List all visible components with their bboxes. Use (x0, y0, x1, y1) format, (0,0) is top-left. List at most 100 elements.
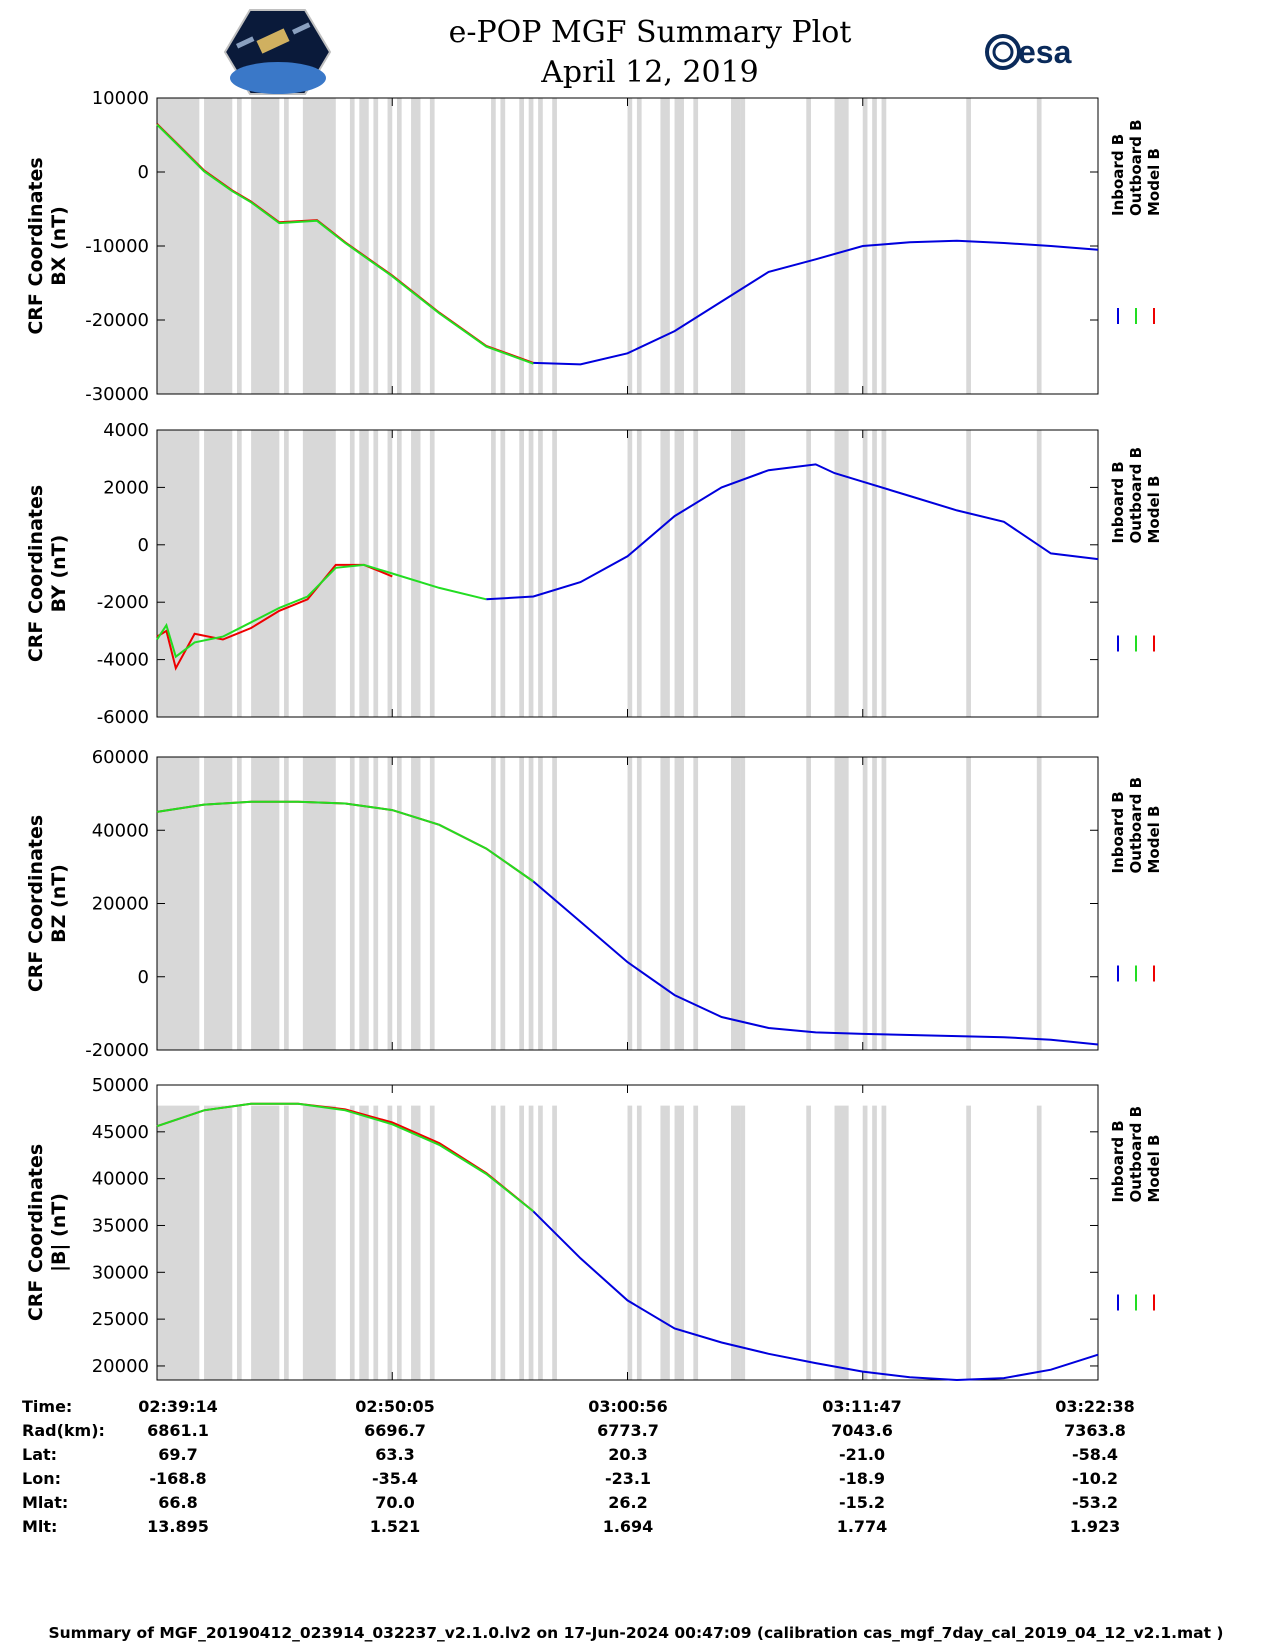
y-axis-unit-label: BZ (nT) (48, 864, 70, 943)
table-row-label: Mlat: (22, 1493, 68, 1512)
table-cell: -18.9 (839, 1469, 885, 1488)
gap-band (373, 430, 379, 717)
y-axis-label: CRF Coordinates (25, 157, 47, 334)
y-tick-label: 25000 (92, 1309, 149, 1330)
gap-band (284, 1105, 289, 1380)
y-tick-label: 40000 (92, 820, 149, 841)
gap-band (236, 1105, 242, 1380)
gap-band (251, 430, 280, 717)
gap-band (528, 1105, 534, 1380)
gap-band (349, 1105, 355, 1380)
panel-absbabs: 50000 45000 40000 35000 30000 25000 20000 CRF C… (25, 1075, 1163, 1382)
gap-band (627, 98, 633, 394)
gap-band (396, 1105, 402, 1380)
table-cell: 6861.1 (147, 1421, 209, 1440)
y-tick-label: 20000 (92, 1356, 149, 1377)
table-cell: -58.4 (1072, 1445, 1118, 1464)
table-cell: 03:22:38 (1055, 1397, 1135, 1416)
gap-band (731, 1105, 741, 1380)
gap-band (538, 757, 543, 1050)
gap-band (251, 98, 280, 394)
gap-band (674, 1105, 684, 1380)
gap-band (740, 98, 746, 394)
gap-band (284, 98, 289, 394)
gap-band (538, 1105, 543, 1380)
gap-band (674, 430, 684, 717)
gap-band (731, 757, 741, 1050)
gap-band (528, 98, 534, 394)
gap-band (411, 757, 421, 1050)
gap-band (806, 1105, 811, 1380)
series-model-b (156, 563, 393, 671)
table-cell: 13.895 (147, 1517, 209, 1536)
y-tick-label: 2000 (103, 477, 149, 498)
gap-band (966, 430, 971, 717)
gap-band (966, 757, 971, 1050)
gap-band (373, 757, 379, 1050)
gap-band (236, 98, 242, 394)
y-axis-label: CRF Coordinates (25, 815, 47, 992)
gap-band (636, 757, 642, 1050)
y-tick-label: -20000 (85, 310, 149, 331)
series-outboard-b (156, 123, 534, 365)
table-cell: 63.3 (375, 1445, 414, 1464)
y-tick-label: 0 (138, 535, 149, 556)
legend-label: Outboard B (1127, 447, 1145, 544)
legend-label: Inboard B (1109, 791, 1127, 873)
gap-band (349, 757, 355, 1050)
gap-band (660, 98, 670, 394)
y-tick-label: 40000 (92, 1169, 149, 1190)
gap-band (636, 1105, 642, 1380)
gap-band (660, 1105, 670, 1380)
legend: Inboard B Outboard B Model B (1109, 1106, 1163, 1311)
y-tick-label: -2000 (97, 592, 149, 613)
table-cell: -21.0 (839, 1445, 885, 1464)
gap-band (411, 430, 421, 717)
table-row-label: Rad(km): (22, 1421, 105, 1440)
panel-by: 4000 2000 0 -2000 -4000 -6000 CRF Coordinates B… (25, 420, 1163, 728)
gap-band (491, 98, 496, 394)
gap-band (519, 757, 524, 1050)
gap-band (806, 98, 811, 394)
legend-label: Outboard B (1127, 1106, 1145, 1203)
table-cell: 66.8 (158, 1493, 197, 1512)
gap-band (236, 757, 242, 1050)
gap-band (862, 757, 868, 1050)
table-cell: 7043.6 (831, 1421, 893, 1440)
plot-date: April 12, 2019 (540, 55, 759, 90)
table-cell: -35.4 (372, 1469, 418, 1488)
gap-band (693, 430, 699, 717)
gap-band (834, 98, 849, 394)
legend-label: Inboard B (1109, 134, 1127, 216)
gap-band (693, 1105, 699, 1380)
table-cell: -23.1 (605, 1469, 651, 1488)
y-tick-label: 35000 (92, 1215, 149, 1236)
gap-band (881, 1105, 887, 1380)
gap-band (862, 430, 868, 717)
gap-band (528, 757, 534, 1050)
gap-band (491, 1105, 496, 1380)
gap-band (1036, 430, 1042, 717)
gap-band (373, 98, 379, 394)
gap-band (387, 1105, 393, 1380)
legend-label: Outboard B (1127, 119, 1145, 216)
gap-band (429, 430, 435, 717)
gap-band (519, 98, 524, 394)
gap-band (251, 1105, 280, 1380)
table-cell: -168.8 (149, 1469, 206, 1488)
gap-band (396, 98, 402, 394)
gap-band (834, 1105, 849, 1380)
gap-band (157, 1105, 200, 1380)
legend: Inboard B Outboard B Model B (1109, 119, 1163, 324)
y-tick-label: 45000 (92, 1122, 149, 1143)
y-tick-label: 50000 (92, 1075, 149, 1096)
table-row-label: Time: (22, 1397, 72, 1416)
gap-band (528, 430, 534, 717)
gap-band (740, 430, 746, 717)
table-row-label: Lon: (22, 1469, 61, 1488)
gap-band (359, 1105, 369, 1380)
legend-label: Outboard B (1127, 777, 1145, 874)
y-axis-unit-label: BX (nT) (48, 206, 70, 286)
gap-band (731, 430, 741, 717)
